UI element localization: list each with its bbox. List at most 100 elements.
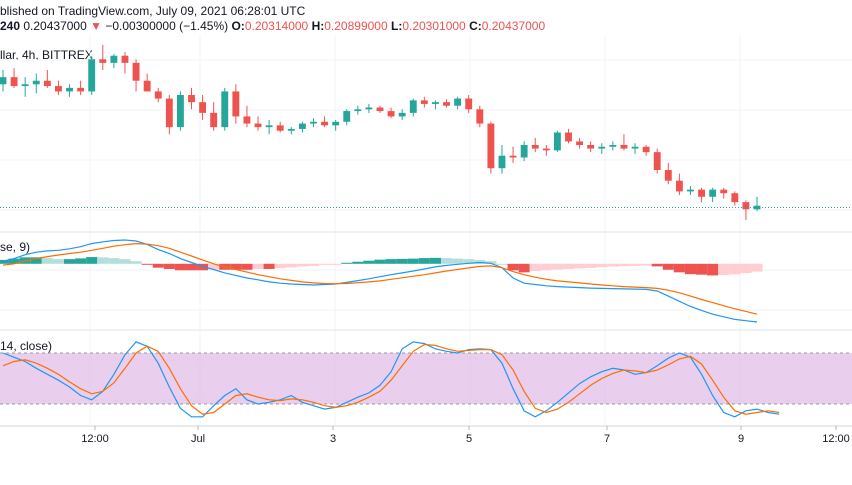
histogram-bar bbox=[152, 263, 164, 268]
price-change: −0.00300000 (−1.45%) bbox=[105, 19, 229, 33]
candle-body bbox=[631, 146, 639, 149]
symbol-line: llar, 4h, BITTREX bbox=[0, 48, 93, 62]
candle-body bbox=[110, 55, 118, 63]
open-label: O: bbox=[231, 19, 245, 33]
stoch-k-line bbox=[2, 341, 780, 418]
candle-body bbox=[77, 87, 85, 92]
x-tick-label: 12:00 bbox=[822, 433, 850, 445]
candle-body bbox=[465, 98, 473, 110]
candles-layer bbox=[0, 45, 761, 220]
histogram-bar bbox=[374, 259, 386, 264]
candle-body bbox=[32, 80, 40, 85]
candle-body bbox=[121, 55, 129, 63]
last-price: 0.20437000 bbox=[23, 19, 87, 33]
candle-body bbox=[443, 102, 450, 106]
histogram-bar bbox=[75, 258, 87, 264]
candle-body bbox=[587, 145, 595, 149]
candle-body bbox=[310, 121, 317, 124]
candle-body bbox=[254, 123, 262, 128]
x-tick-label: 5 bbox=[466, 433, 472, 445]
candle-body bbox=[565, 132, 572, 142]
histogram-bar bbox=[429, 257, 441, 264]
candle-body bbox=[0, 77, 7, 85]
candle-body bbox=[675, 180, 683, 192]
x-tick-label: 9 bbox=[738, 433, 744, 445]
candle-body bbox=[154, 91, 162, 99]
candle-body bbox=[542, 148, 550, 151]
candle-body bbox=[88, 59, 96, 92]
histogram-bar bbox=[97, 257, 109, 264]
histogram-bar bbox=[629, 263, 641, 266]
histogram-bar bbox=[696, 263, 708, 275]
histogram-bar bbox=[285, 263, 297, 268]
histogram-bar bbox=[119, 259, 131, 264]
published-line: blished on TradingView.com, July 09, 202… bbox=[0, 4, 306, 18]
histogram-bar bbox=[463, 259, 475, 264]
histogram-bar bbox=[729, 263, 741, 275]
x-tick-label: 3 bbox=[330, 433, 336, 445]
pane-dividers bbox=[0, 231, 852, 427]
candle-body bbox=[10, 77, 18, 87]
histogram-bar bbox=[330, 263, 342, 265]
candle-body bbox=[698, 189, 705, 197]
candle-body bbox=[476, 109, 484, 124]
candle-body bbox=[199, 102, 207, 113]
high-value: 0.20899000 bbox=[324, 19, 388, 33]
histogram-bar bbox=[274, 263, 286, 269]
histogram-bar bbox=[363, 260, 375, 264]
histogram-bar bbox=[452, 258, 464, 264]
histogram-bar bbox=[341, 262, 353, 264]
histogram-bar bbox=[662, 263, 674, 270]
candle-body bbox=[576, 141, 584, 145]
histogram-bar bbox=[197, 263, 209, 271]
open-value: 0.20314000 bbox=[244, 19, 309, 33]
histogram-bar bbox=[684, 263, 697, 275]
histogram-bar bbox=[440, 258, 453, 264]
histogram-bar bbox=[141, 263, 153, 265]
histogram-bar bbox=[651, 263, 663, 267]
histogram-bar bbox=[296, 263, 308, 267]
close-value: 0.20437000 bbox=[481, 19, 546, 33]
histogram-bar bbox=[407, 258, 419, 264]
histogram-bar bbox=[562, 263, 575, 269]
low-value: 0.20301000 bbox=[402, 19, 466, 33]
histogram-bar bbox=[707, 263, 719, 276]
macd-legend: se, 9) bbox=[0, 240, 31, 254]
histogram-bar bbox=[30, 257, 42, 264]
high-label: H: bbox=[311, 19, 325, 33]
candle-body bbox=[409, 100, 417, 113]
histogram-bar bbox=[385, 259, 397, 264]
histogram-bar bbox=[718, 263, 730, 275]
histogram-bar bbox=[174, 263, 186, 271]
histogram-bar bbox=[307, 263, 320, 266]
histogram-bar bbox=[263, 263, 275, 269]
candle-body bbox=[332, 121, 340, 126]
candle-body bbox=[432, 102, 439, 104]
x-tick-label: 12:00 bbox=[81, 433, 109, 445]
candle-body bbox=[176, 95, 184, 128]
candle-body bbox=[742, 202, 750, 210]
candle-body bbox=[265, 125, 273, 128]
histogram-bar bbox=[130, 261, 142, 264]
candle-body bbox=[620, 145, 628, 149]
histogram-bar bbox=[751, 263, 763, 272]
histogram-bar bbox=[19, 257, 31, 264]
histogram-bar bbox=[740, 263, 752, 274]
histogram-bar bbox=[86, 257, 98, 264]
candle-body bbox=[276, 125, 284, 131]
candle-body bbox=[664, 170, 672, 181]
stoch-d-line bbox=[2, 343, 780, 415]
histogram-bar bbox=[352, 261, 364, 264]
candle-body bbox=[365, 107, 373, 110]
candle-body bbox=[553, 132, 561, 151]
histogram-bar bbox=[241, 263, 253, 270]
candle-body bbox=[343, 111, 351, 122]
ohlc-line: 240 0.20437000 ▼ −0.00300000 (−1.45%) O:… bbox=[0, 19, 545, 33]
stoch-band bbox=[0, 353, 852, 404]
candle-body bbox=[531, 145, 539, 149]
candle-body bbox=[454, 98, 462, 106]
candle-body bbox=[520, 145, 528, 158]
candle-body bbox=[420, 100, 428, 104]
candle-body bbox=[43, 80, 51, 87]
candle-body bbox=[498, 155, 506, 169]
